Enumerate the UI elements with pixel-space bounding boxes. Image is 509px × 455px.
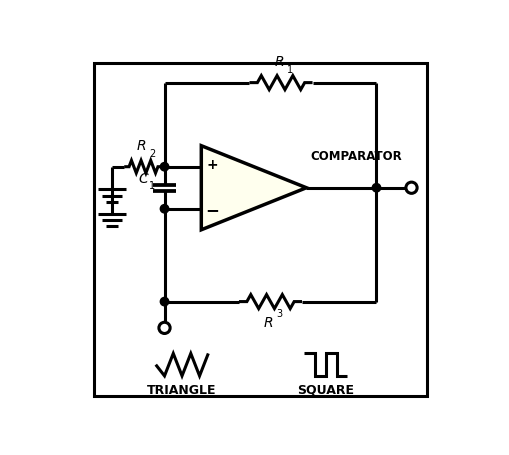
Text: −: − (205, 202, 219, 219)
Circle shape (160, 205, 168, 213)
Text: TRIANGLE: TRIANGLE (147, 384, 217, 397)
Text: 1: 1 (149, 181, 155, 191)
Text: R: R (264, 316, 273, 329)
Circle shape (406, 182, 417, 193)
Text: R: R (137, 139, 147, 153)
Text: +: + (206, 158, 218, 172)
Text: SQUARE: SQUARE (297, 384, 354, 397)
Circle shape (159, 322, 170, 334)
Text: R: R (274, 55, 284, 69)
Circle shape (372, 183, 381, 192)
Polygon shape (201, 146, 306, 230)
Text: C: C (138, 172, 148, 186)
Text: 1: 1 (287, 65, 293, 75)
Circle shape (160, 298, 168, 306)
Text: COMPARATOR: COMPARATOR (310, 150, 402, 163)
Text: 3: 3 (276, 309, 282, 319)
Text: 2: 2 (149, 149, 155, 159)
Circle shape (160, 162, 168, 171)
